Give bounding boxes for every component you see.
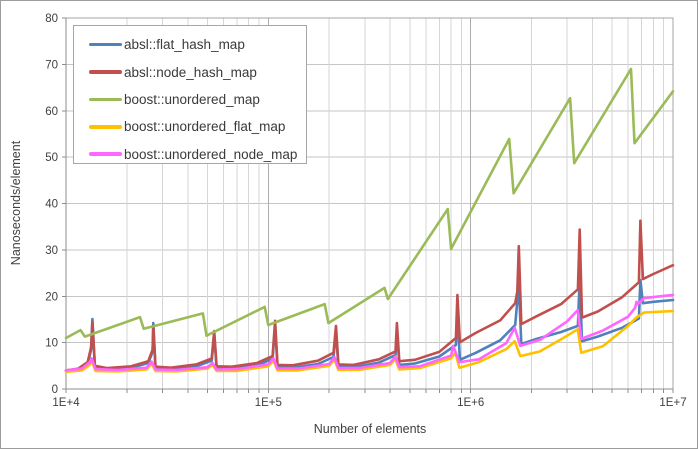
- legend-label: boost::unordered_node_map: [124, 146, 298, 162]
- legend-line-swatch: [89, 97, 122, 102]
- legend-entry: boost::unordered_flat_map: [74, 113, 306, 140]
- y-tick-label: 30: [45, 245, 58, 257]
- y-tick-label: 40: [45, 199, 58, 211]
- y-tick-label: 20: [45, 291, 58, 303]
- legend-line-swatch: [89, 70, 122, 74]
- y-axis-title: Nanoseconds/element: [9, 140, 23, 266]
- x-tick-label: 1E+5: [255, 397, 282, 409]
- y-tick-label: 0: [52, 384, 58, 396]
- y-tick-label: 50: [45, 152, 58, 164]
- x-axis-title: Number of elements: [313, 422, 427, 436]
- legend-entry: boost::unordered_map: [74, 86, 306, 113]
- x-tick-label: 1E+7: [659, 397, 686, 409]
- y-tick-label: 70: [45, 59, 58, 71]
- legend-line-swatch: [89, 125, 122, 129]
- series-line-absl-node-hash-map: [64, 219, 675, 372]
- legend-label: boost::unordered_map: [124, 91, 260, 107]
- x-tick-label: 1E+6: [457, 397, 484, 409]
- legend-entry: boost::unordered_node_map: [74, 141, 306, 168]
- legend-line-swatch: [89, 42, 122, 47]
- legend-entry: absl::node_hash_map: [74, 58, 306, 85]
- y-tick-label: 60: [45, 106, 58, 118]
- legend-entry: absl::flat_hash_map: [74, 31, 306, 58]
- series-line-boost-unordered-node-map: [64, 293, 675, 372]
- y-tick-label: 10: [45, 338, 58, 350]
- legend-label: absl::node_hash_map: [124, 64, 257, 80]
- series-line-boost-unordered-map: [64, 67, 675, 340]
- x-tick-label: 1E+4: [52, 397, 80, 409]
- legend-line-swatch: [89, 152, 122, 157]
- y-tick-label: 80: [45, 13, 58, 25]
- legend-label: boost::unordered_flat_map: [124, 119, 286, 135]
- legend-label: absl::flat_hash_map: [124, 37, 245, 53]
